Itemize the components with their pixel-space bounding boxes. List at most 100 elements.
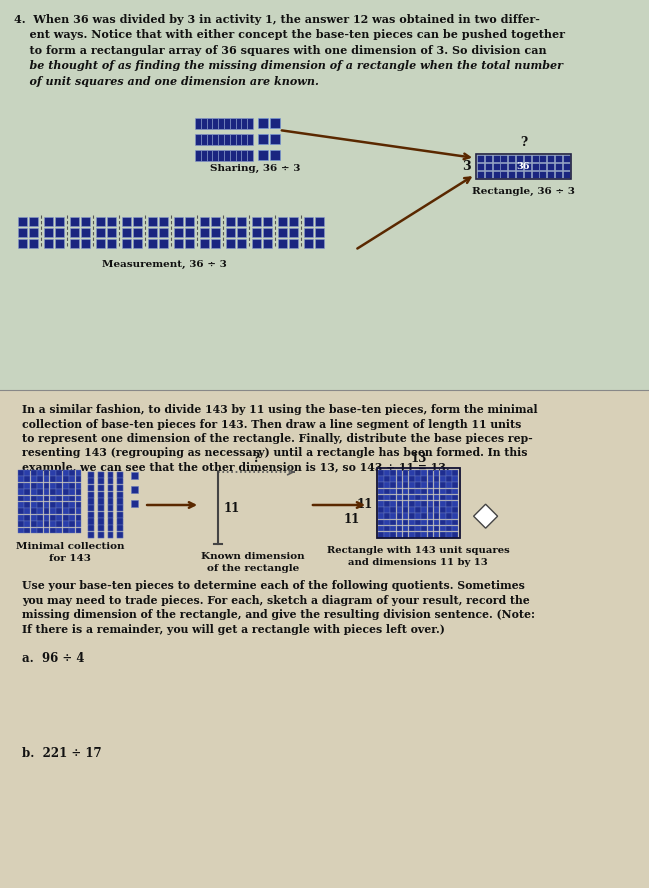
Bar	[98, 519, 104, 525]
Bar	[236, 150, 241, 161]
Bar	[63, 483, 69, 488]
Bar	[378, 501, 384, 506]
Bar	[98, 519, 104, 525]
Bar	[63, 496, 69, 502]
Bar	[440, 526, 446, 531]
Bar	[247, 150, 253, 161]
Bar	[56, 527, 62, 534]
Bar	[63, 527, 69, 534]
Bar	[378, 495, 384, 501]
Bar	[500, 163, 508, 170]
Bar	[508, 155, 515, 162]
Bar	[63, 521, 69, 527]
Bar	[37, 515, 43, 520]
Bar	[539, 163, 546, 170]
Bar	[241, 150, 247, 161]
Bar	[452, 476, 458, 482]
Bar	[117, 492, 123, 498]
Bar	[434, 501, 439, 506]
Bar	[88, 505, 94, 511]
Bar	[96, 239, 105, 248]
Text: 13: 13	[410, 452, 426, 465]
Bar	[452, 495, 458, 501]
Bar	[80, 217, 90, 226]
Bar	[440, 470, 446, 476]
Text: for 143: for 143	[49, 554, 91, 563]
Bar	[56, 521, 62, 527]
Bar	[37, 521, 43, 527]
Bar	[524, 155, 531, 162]
Bar	[44, 217, 53, 226]
Bar	[195, 118, 201, 129]
Bar	[403, 495, 408, 501]
Bar	[409, 495, 415, 501]
Bar	[270, 150, 280, 160]
Bar	[224, 134, 230, 145]
Bar	[397, 526, 402, 531]
Bar	[88, 532, 94, 538]
Bar	[428, 495, 433, 501]
Bar	[384, 519, 390, 525]
Bar	[158, 228, 167, 237]
Bar	[236, 228, 245, 237]
Bar	[440, 482, 446, 488]
Bar	[88, 519, 94, 525]
Bar	[403, 476, 408, 482]
Bar	[148, 228, 157, 237]
Bar	[63, 476, 69, 482]
Bar	[69, 527, 75, 534]
Bar	[88, 526, 94, 531]
Bar	[230, 150, 236, 161]
Bar	[289, 217, 297, 226]
Bar	[117, 486, 123, 491]
Bar	[218, 118, 224, 129]
Text: collection of base-ten pieces for 143. Then draw a line segment of length 11 uni: collection of base-ten pieces for 143. T…	[22, 418, 521, 430]
Bar	[230, 118, 236, 129]
Text: ent ways. Notice that with either concept the base-ten pieces can be pushed toge: ent ways. Notice that with either concep…	[14, 29, 565, 41]
Bar	[384, 513, 390, 519]
Bar	[55, 228, 64, 237]
Bar	[37, 527, 43, 534]
Bar	[88, 499, 94, 504]
Bar	[415, 488, 421, 495]
Bar	[391, 495, 396, 501]
Bar	[415, 507, 421, 512]
Bar	[500, 155, 508, 162]
Bar	[184, 239, 193, 248]
Bar	[421, 488, 427, 495]
Bar	[108, 512, 114, 518]
Bar	[88, 512, 94, 518]
Bar	[409, 501, 415, 506]
Bar	[31, 489, 36, 495]
Bar	[31, 476, 36, 482]
Bar	[31, 496, 36, 502]
Bar	[117, 505, 123, 511]
Text: Minimal collection: Minimal collection	[16, 542, 124, 551]
Bar	[117, 492, 123, 498]
Bar	[428, 507, 433, 512]
Bar	[212, 134, 218, 145]
Bar	[378, 526, 384, 531]
Bar	[476, 154, 571, 178]
Text: In a similar fashion, to divide 143 by 11 using the base-ten pieces, form the mi: In a similar fashion, to divide 143 by 1…	[22, 404, 537, 415]
Bar	[131, 500, 138, 507]
Bar	[289, 228, 297, 237]
Bar	[18, 515, 24, 520]
Bar	[108, 472, 114, 478]
Bar	[447, 482, 452, 488]
Bar	[31, 483, 36, 488]
Bar	[252, 228, 261, 237]
Bar	[378, 470, 384, 476]
Bar	[384, 501, 390, 506]
Bar	[63, 515, 69, 520]
Bar	[88, 498, 94, 504]
Bar	[122, 228, 131, 237]
Bar	[56, 515, 62, 520]
Bar	[391, 476, 396, 482]
Bar	[378, 513, 384, 519]
Bar	[206, 118, 212, 129]
Bar	[421, 513, 427, 519]
Bar	[447, 501, 452, 506]
Bar	[493, 155, 500, 162]
Bar	[98, 505, 104, 511]
